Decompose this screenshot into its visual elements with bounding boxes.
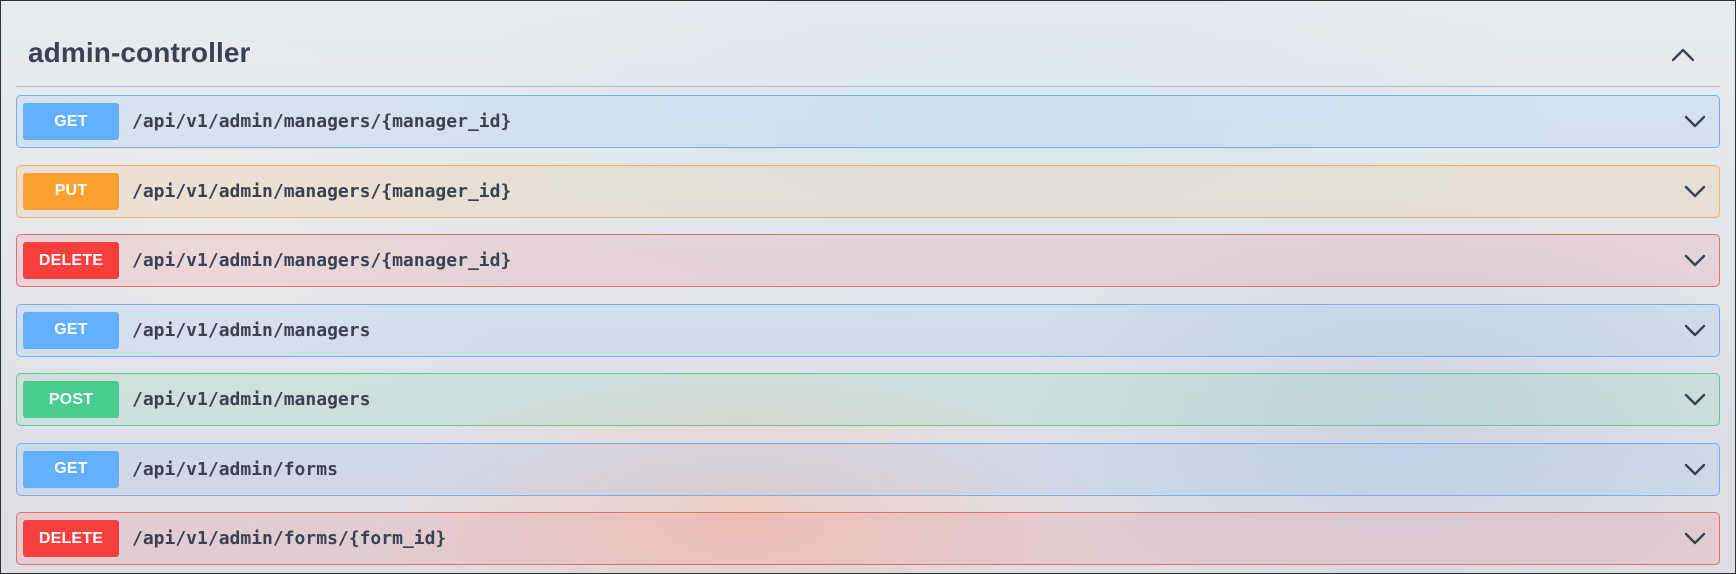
chevron-down-icon[interactable] <box>1683 389 1707 409</box>
operation-path: /api/v1/admin/forms <box>132 458 338 480</box>
method-badge: DELETE <box>23 242 119 279</box>
chevron-down-icon[interactable] <box>1683 250 1707 270</box>
operation-row-get-forms[interactable]: GET /api/v1/admin/forms <box>16 442 1720 496</box>
operation-path: /api/v1/admin/managers <box>132 389 371 410</box>
chevron-down-icon[interactable] <box>1683 320 1707 340</box>
operation-row-put-manager[interactable]: PUT /api/v1/admin/managers/{manager_id} <box>16 164 1720 218</box>
chevron-down-icon[interactable] <box>1683 528 1707 548</box>
chevron-down-icon[interactable] <box>1683 181 1707 201</box>
section-header-admin-controller[interactable]: admin-controller <box>16 23 1720 87</box>
method-badge: GET <box>23 450 119 488</box>
chevron-down-icon[interactable] <box>1683 111 1707 131</box>
chevron-up-icon[interactable] <box>1670 46 1696 64</box>
operation-row-delete-form[interactable]: DELETE /api/v1/admin/forms/{form_id} <box>16 512 1720 565</box>
method-badge: POST <box>23 381 119 418</box>
method-badge: DELETE <box>23 520 119 557</box>
operation-path: /api/v1/admin/managers/{manager_id} <box>132 180 512 202</box>
section-title: admin-controller <box>28 37 251 68</box>
operation-row-get-manager[interactable]: GET /api/v1/admin/managers/{manager_id} <box>16 95 1720 148</box>
operation-path: /api/v1/admin/forms/{form_id} <box>132 528 447 549</box>
operation-row-post-managers[interactable]: POST /api/v1/admin/managers <box>16 373 1720 426</box>
chevron-down-icon[interactable] <box>1683 459 1707 479</box>
method-badge: GET <box>23 103 119 140</box>
method-badge: GET <box>23 311 119 349</box>
operation-row-delete-manager[interactable]: DELETE /api/v1/admin/managers/{manager_i… <box>16 234 1720 287</box>
operation-path: /api/v1/admin/managers/{manager_id} <box>132 111 512 132</box>
operation-path: /api/v1/admin/managers <box>132 319 371 341</box>
method-badge: PUT <box>23 172 119 210</box>
operation-path: /api/v1/admin/managers/{manager_id} <box>132 250 512 271</box>
operations-list: GET /api/v1/admin/managers/{manager_id} … <box>16 95 1720 573</box>
operation-row-get-managers[interactable]: GET /api/v1/admin/managers <box>16 303 1720 357</box>
